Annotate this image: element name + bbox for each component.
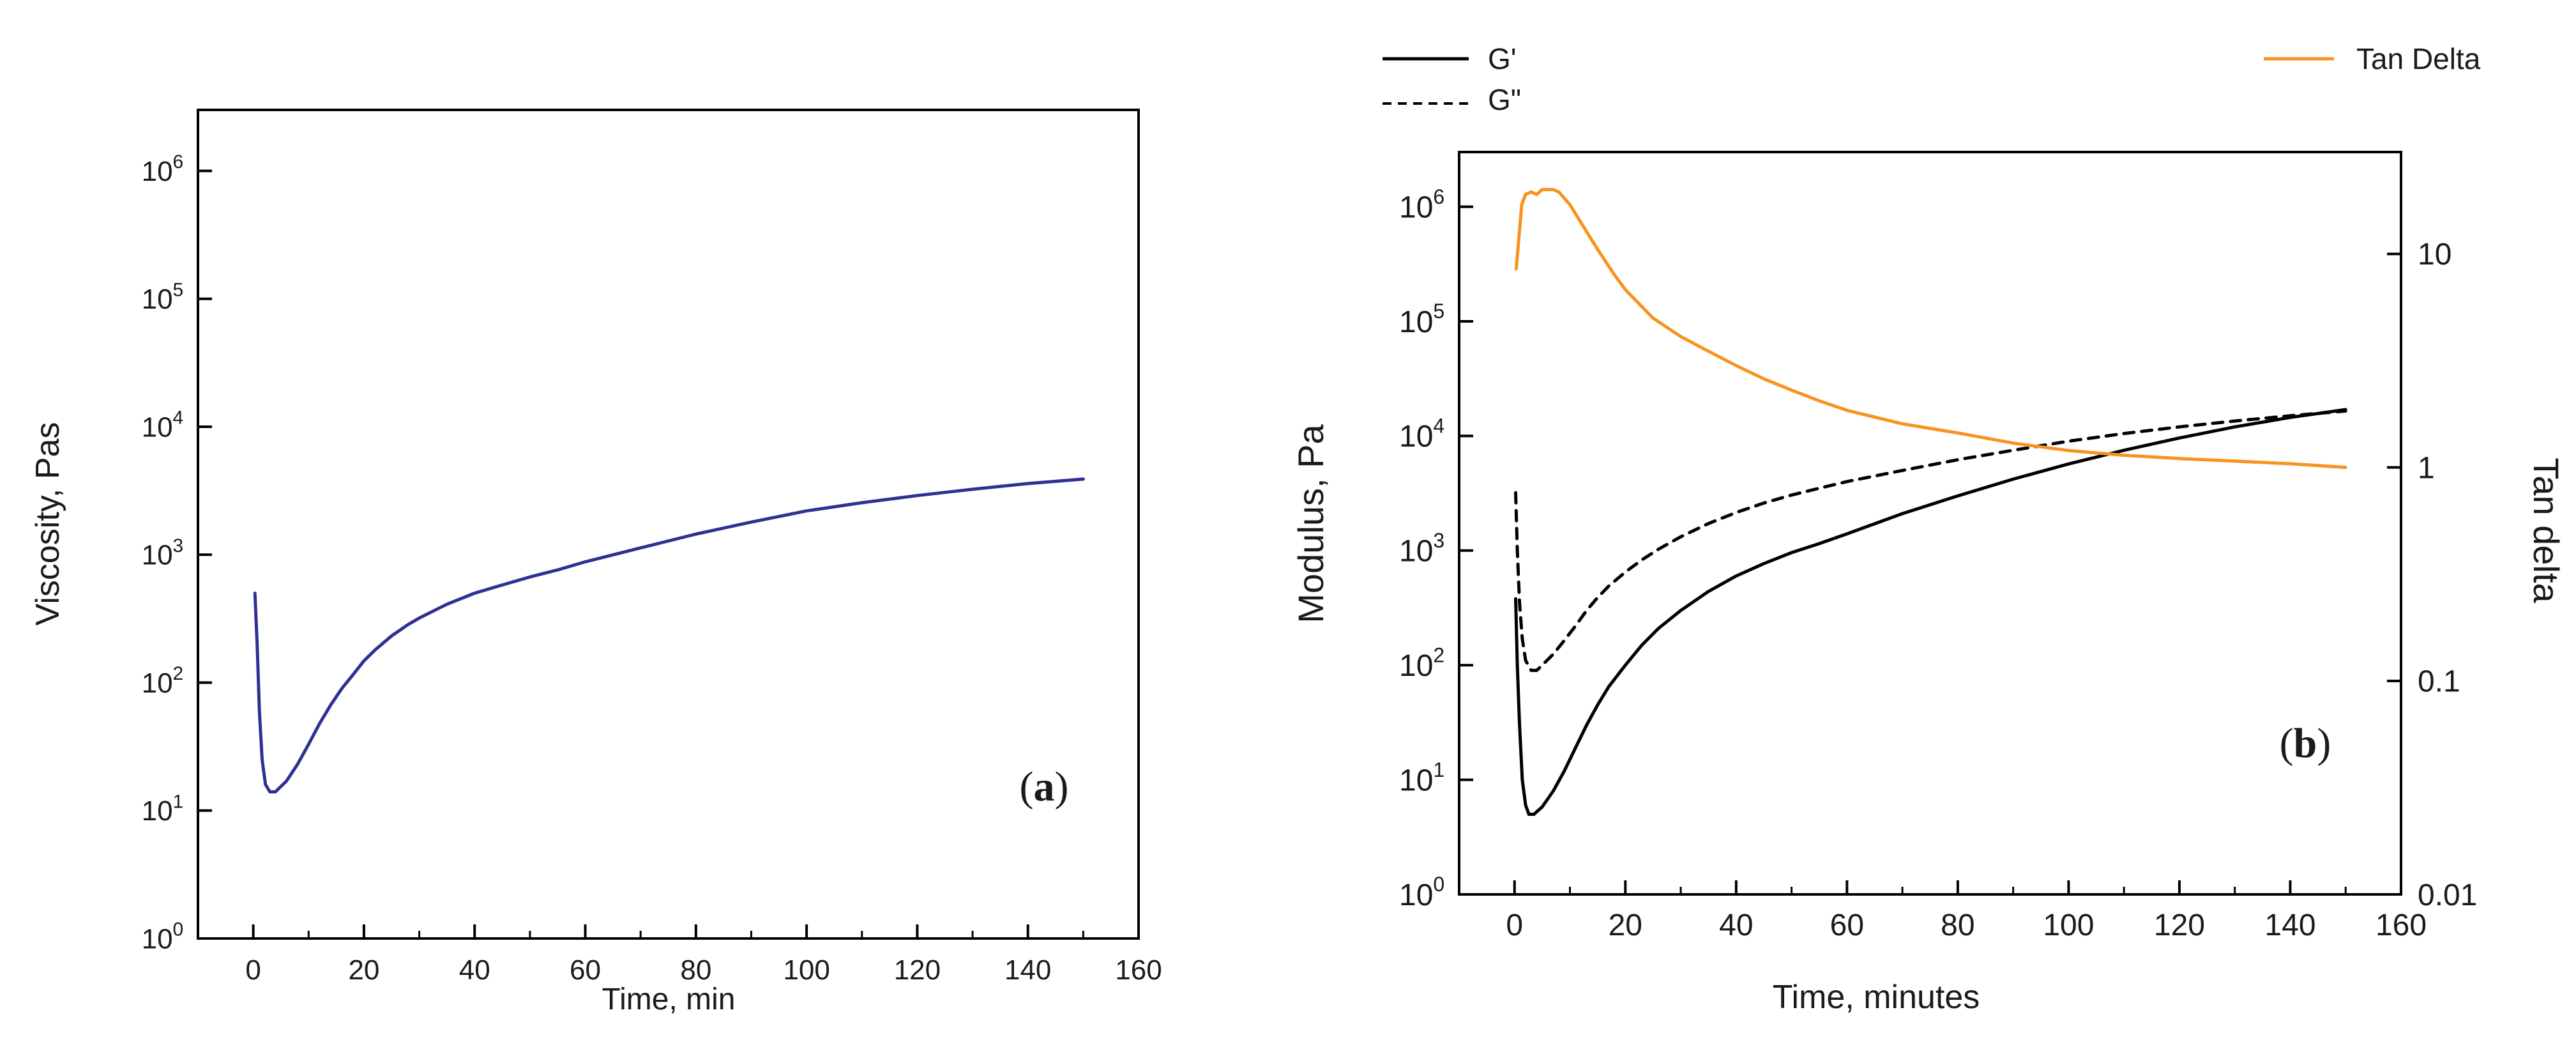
x-tick-label: 40 xyxy=(1719,908,1753,942)
y-tick-label: 101 xyxy=(1399,758,1444,798)
x-tick-label: 0 xyxy=(1506,908,1523,942)
legend-g-prime-label: G' xyxy=(1488,42,1517,75)
panel-b-y-axis-label: Modulus, Pa xyxy=(1291,424,1331,624)
panel-b-series xyxy=(1514,188,2347,816)
x-tick-label: 120 xyxy=(894,954,941,986)
y-tick-label: 100 xyxy=(142,919,184,955)
y-tick-label: 105 xyxy=(142,279,184,315)
panel-a-plot-frame xyxy=(197,109,1140,940)
series-line-viscosity-0 xyxy=(253,477,1085,793)
panel-b-y-ticks: 100 101 102 103 104 105 106 xyxy=(1399,185,1473,912)
panel-a-x-ticks: 0 20 40 60 80 100 120 140 160 xyxy=(197,924,1162,986)
series-line-g-0 xyxy=(1514,408,2347,816)
panel-a-panel-letter: a xyxy=(1034,763,1055,810)
panel-a-series xyxy=(253,477,1085,793)
x-tick-label: 80 xyxy=(680,954,711,986)
x-tick-label: 60 xyxy=(1830,908,1864,942)
panel-b-plot-frame xyxy=(1458,151,2402,896)
x-tick-label: 140 xyxy=(1004,954,1051,986)
y-tick-label: 100 xyxy=(1399,873,1444,912)
panel-b-panel-label: (b) xyxy=(2280,720,2331,767)
series-line-tan-delta-2 xyxy=(1514,188,2347,470)
legend-g-double-prime-label: G" xyxy=(1488,83,1521,116)
legend-tan-delta-label: Tan Delta xyxy=(2356,42,2481,75)
x-tick-label: 160 xyxy=(2375,908,2427,942)
panel-a-panel-label: (a) xyxy=(1020,763,1069,810)
series-line-g-1 xyxy=(1514,409,2347,672)
y-tick-label: 103 xyxy=(1399,529,1444,569)
x-tick-label: 60 xyxy=(570,954,601,986)
x-tick-label: 120 xyxy=(2154,908,2205,942)
x-tick-label: 0 xyxy=(245,954,261,986)
x-tick-label: 140 xyxy=(2264,908,2315,942)
panel-b-y2-ticks: 0.01 0.1 1 10 xyxy=(2387,238,2477,912)
x-tick-label: 20 xyxy=(348,954,379,986)
y2-tick-label: 10 xyxy=(2418,238,2451,272)
panel-a-y-ticks: 100 101 102 103 104 105 106 xyxy=(142,151,212,954)
y-tick-label: 106 xyxy=(1399,185,1444,225)
panel-b-legend: G' G" Tan Delta xyxy=(1383,42,2481,116)
x-tick-label: 80 xyxy=(1941,908,1974,942)
x-tick-label: 100 xyxy=(2043,908,2094,942)
x-tick-label: 40 xyxy=(459,954,490,986)
y-tick-label: 101 xyxy=(142,791,184,827)
x-tick-label: 160 xyxy=(1115,954,1162,986)
y-tick-label: 103 xyxy=(142,535,184,571)
panel-b-x-axis-label: Time, minutes xyxy=(1773,979,1980,1016)
y-tick-label: 106 xyxy=(142,151,184,187)
panel-a-y-axis-label: Viscosity, Pas xyxy=(29,422,66,626)
panel-b-panel-letter: b xyxy=(2294,720,2317,767)
y-tick-label: 104 xyxy=(142,408,184,443)
x-tick-label: 100 xyxy=(783,954,830,986)
panel-b-x-ticks: 0 20 40 60 80 100 120 140 160 xyxy=(1458,880,2427,942)
y2-tick-label: 1 xyxy=(2418,451,2435,485)
panel-b-y2-axis-label: Tan delta xyxy=(2526,457,2566,603)
panel-b-modulus-chart: 0 20 40 60 80 100 120 140 160 100101102103104105… xyxy=(1291,42,2566,1016)
y-tick-label: 105 xyxy=(1399,300,1444,339)
y-tick-label: 102 xyxy=(142,663,184,699)
y-tick-label: 102 xyxy=(1399,643,1444,683)
panel-a-x-axis-label: Time, min xyxy=(602,983,736,1016)
y2-tick-label: 0.01 xyxy=(2418,878,2477,912)
y-tick-label: 104 xyxy=(1399,415,1444,454)
x-tick-label: 20 xyxy=(1609,908,1642,942)
panel-a-viscosity-chart: 0 20 40 60 80 100 120 140 160 100 101 102 103 104 105… xyxy=(29,109,1162,1016)
y2-tick-label: 0.1 xyxy=(2418,665,2460,699)
